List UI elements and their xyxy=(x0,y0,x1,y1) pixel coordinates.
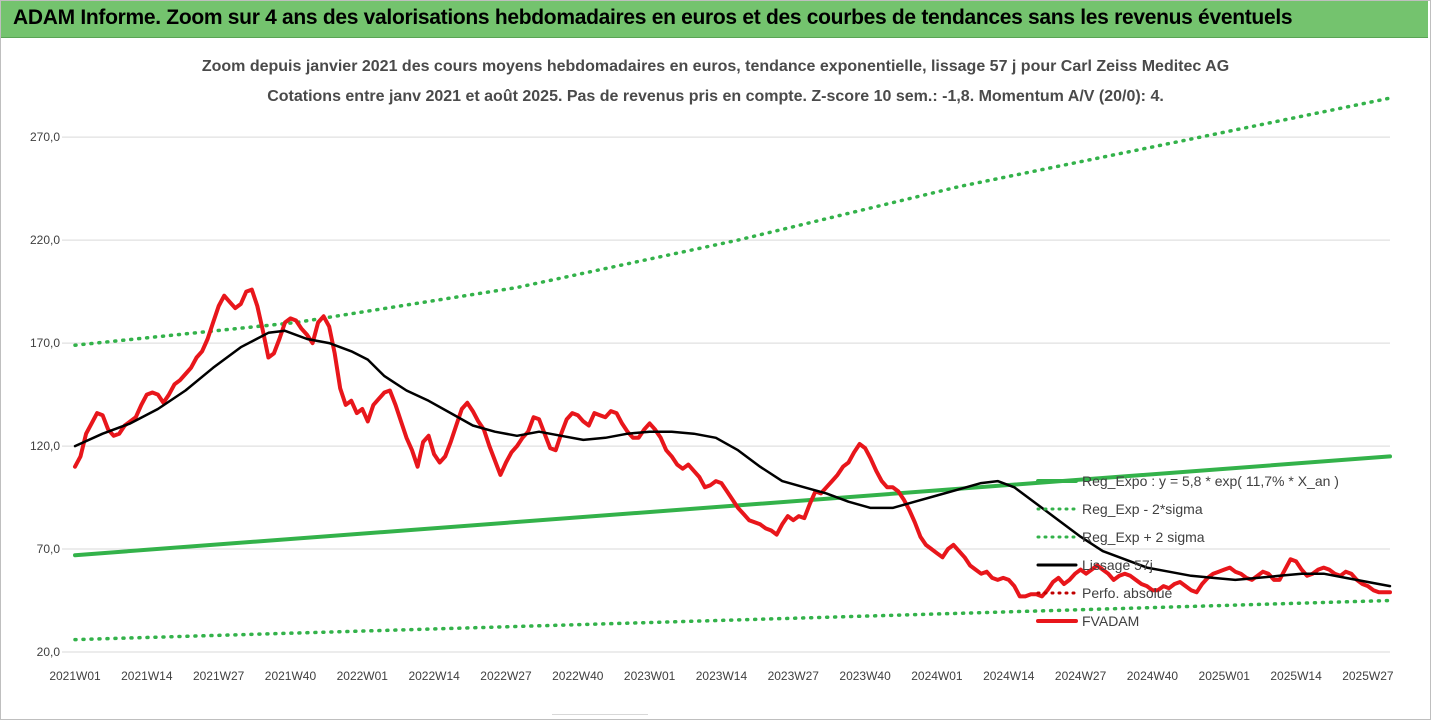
series-line-2 xyxy=(73,96,1392,347)
x-tick-label: 2021W14 xyxy=(121,669,173,683)
y-tick-label: 120,0 xyxy=(30,439,60,453)
y-tick-label: 270,0 xyxy=(30,130,60,144)
legend-label: Reg_Expo : y = 5,8 * exp( 11,7% * X_an ) xyxy=(1082,473,1339,489)
x-tick-label: 2022W14 xyxy=(408,669,460,683)
title-banner: ADAM Informe. Zoom sur 4 ans des valoris… xyxy=(1,1,1428,38)
series-lines xyxy=(73,96,1392,642)
axis-labels: 20,0 70,0 120,0 170,0 220,0 270,0 2021W01 2021W… xyxy=(30,130,1394,683)
x-tick-label: 2021W40 xyxy=(265,669,317,683)
bottom-divider xyxy=(552,714,648,719)
x-tick-label: 2023W40 xyxy=(839,669,891,683)
legend-label: Reg_Exp - 2*sigma xyxy=(1082,501,1203,517)
x-tick-label: 2021W27 xyxy=(193,669,245,683)
grid-lines xyxy=(62,136,1390,653)
x-tick-label: 2024W14 xyxy=(983,669,1035,683)
legend: Reg_Expo : y = 5,8 * exp( 11,7% * X_an )… xyxy=(1036,473,1339,629)
series-line-5 xyxy=(73,287,1392,599)
series-line-1 xyxy=(73,598,1392,642)
banner-title: ADAM Informe. Zoom sur 4 ans des valoris… xyxy=(13,6,1293,29)
series-line-3 xyxy=(73,329,1392,588)
series-line-0 xyxy=(73,454,1392,558)
chart-subtitle: Cotations entre janv 2021 et août 2025. … xyxy=(267,88,1164,105)
x-tick-label: 2022W40 xyxy=(552,669,604,683)
x-tick-label: 2025W01 xyxy=(1199,669,1251,683)
y-tick-label: 170,0 xyxy=(30,336,60,350)
x-tick-label: 2022W01 xyxy=(337,669,389,683)
x-tick-label: 2023W27 xyxy=(768,669,820,683)
y-tick-label: 220,0 xyxy=(30,233,60,247)
x-tick-label: 2022W27 xyxy=(480,669,532,683)
x-tick-label: 2023W01 xyxy=(624,669,676,683)
x-tick-label: 2024W01 xyxy=(911,669,963,683)
y-tick-label: 20,0 xyxy=(37,645,61,659)
y-tick-label: 70,0 xyxy=(37,542,61,556)
legend-label: Perfo. absolue xyxy=(1082,585,1172,601)
x-tick-label: 2025W27 xyxy=(1342,669,1394,683)
x-tick-label: 2023W14 xyxy=(696,669,748,683)
x-tick-label: 2024W27 xyxy=(1055,669,1107,683)
legend-label: Reg_Exp + 2 sigma xyxy=(1082,529,1205,545)
legend-label: Lissage 57j xyxy=(1082,557,1153,573)
x-tick-label: 2025W14 xyxy=(1270,669,1322,683)
x-tick-label: 2021W01 xyxy=(49,669,101,683)
x-tick-label: 2024W40 xyxy=(1127,669,1179,683)
legend-label: FVADAM xyxy=(1082,613,1139,629)
chart-title: Zoom depuis janvier 2021 des cours moyen… xyxy=(201,58,1230,75)
